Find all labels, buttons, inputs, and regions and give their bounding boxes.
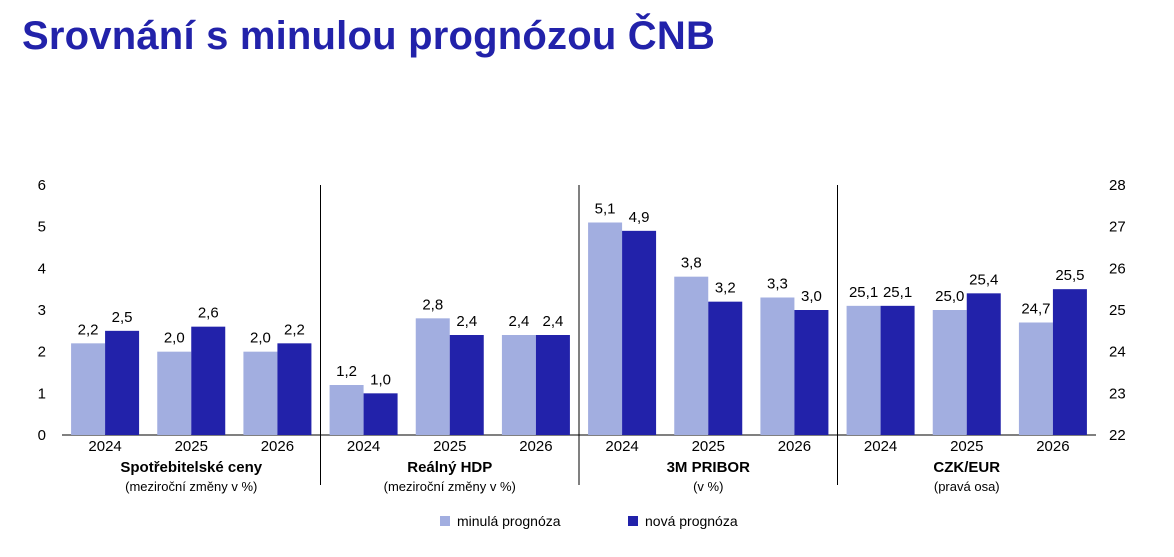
bar-old [243, 351, 278, 435]
bar-new [1052, 289, 1087, 435]
right-axis-tick-label: 23 [1109, 385, 1126, 402]
legend-label-new: nová prognóza [645, 513, 738, 529]
category-tick-label: 2025 [692, 438, 725, 455]
data-label-old: 3,8 [681, 255, 702, 272]
bar-old [157, 351, 192, 435]
group-subtitle: (meziroční změny v %) [384, 479, 516, 494]
bar-old [674, 276, 709, 435]
data-label-new: 3,0 [801, 288, 822, 305]
group-title: 3M PRIBOR [667, 459, 751, 476]
category-tick-label: 2025 [950, 438, 983, 455]
group-subtitle: (meziroční změny v %) [125, 479, 257, 494]
bar-old [1018, 322, 1053, 435]
right-axis-tick-label: 22 [1109, 427, 1126, 444]
data-label-old: 2,4 [508, 313, 529, 330]
category-tick-label: 2024 [605, 438, 638, 455]
data-label-old: 5,1 [595, 201, 616, 218]
left-axis-tick-label: 2 [38, 344, 46, 361]
bar-new [708, 301, 743, 435]
bar-new [535, 335, 570, 435]
right-axis-tick-label: 27 [1109, 219, 1126, 236]
bar-new [449, 335, 484, 435]
data-label-old: 25,1 [849, 284, 878, 301]
category-tick-label: 2025 [433, 438, 466, 455]
bar-old [846, 305, 881, 435]
bar-old [415, 318, 450, 435]
right-axis-tick-label: 25 [1109, 302, 1126, 319]
bar-new [880, 305, 915, 435]
bar-old [932, 310, 967, 435]
right-axis-tick-label: 24 [1109, 344, 1126, 361]
category-tick-label: 2024 [347, 438, 380, 455]
legend-label-old: minulá prognóza [457, 513, 561, 529]
bar-new [191, 326, 226, 435]
bar-new [277, 343, 312, 435]
bar-old [588, 222, 623, 435]
group-title: Spotřebitelské ceny [120, 459, 262, 476]
group-title: CZK/EUR [933, 459, 1000, 476]
data-label-new: 25,5 [1055, 267, 1084, 284]
legend-swatch-new [628, 516, 638, 526]
page-title: Srovnání s minulou prognózou ČNB [22, 14, 716, 58]
category-tick-label: 2026 [261, 438, 294, 455]
legend-swatch-old [440, 516, 450, 526]
left-axis-tick-label: 3 [38, 302, 46, 319]
data-label-new: 1,0 [370, 371, 391, 388]
data-label-new: 2,5 [112, 309, 133, 326]
left-axis-tick-label: 1 [38, 385, 46, 402]
data-label-new: 2,4 [542, 313, 563, 330]
group-subtitle: (pravá osa) [934, 479, 1000, 494]
data-label-new: 25,1 [883, 284, 912, 301]
left-axis-tick-label: 4 [38, 260, 46, 277]
data-label-new: 25,4 [969, 271, 998, 288]
left-axis-tick-label: 0 [38, 427, 46, 444]
right-axis-tick-label: 26 [1109, 260, 1126, 277]
category-tick-label: 2026 [778, 438, 811, 455]
category-tick-label: 2026 [1036, 438, 1069, 455]
bar-new [622, 230, 657, 435]
group-subtitle: (v %) [693, 479, 723, 494]
left-axis-tick-label: 5 [38, 219, 46, 236]
bar-new [363, 393, 398, 435]
data-label-new: 2,4 [456, 313, 477, 330]
data-label-new: 4,9 [629, 209, 650, 226]
left-axis-tick-label: 6 [38, 177, 46, 194]
bar-old [71, 343, 106, 435]
data-label-old: 24,7 [1021, 301, 1050, 318]
bar-old [329, 385, 364, 435]
data-label-old: 2,0 [164, 330, 185, 347]
category-tick-label: 2024 [864, 438, 897, 455]
data-label-old: 2,0 [250, 330, 271, 347]
bar-new [105, 330, 140, 435]
group-title: Reálný HDP [407, 459, 492, 476]
bar-new [794, 310, 829, 435]
category-tick-label: 2025 [175, 438, 208, 455]
data-label-new: 2,2 [284, 321, 305, 338]
category-tick-label: 2024 [88, 438, 121, 455]
data-label-new: 2,6 [198, 305, 219, 322]
bar-old [501, 335, 536, 435]
bar-new [966, 293, 1001, 435]
data-label-old: 2,2 [78, 321, 99, 338]
data-label-old: 3,3 [767, 276, 788, 293]
bar-old [760, 297, 795, 435]
data-label-new: 3,2 [715, 280, 736, 297]
category-tick-label: 2026 [519, 438, 552, 455]
right-axis-tick-label: 28 [1109, 177, 1126, 194]
data-label-old: 2,8 [422, 296, 443, 313]
data-label-old: 25,0 [935, 288, 964, 305]
data-label-old: 1,2 [336, 363, 357, 380]
